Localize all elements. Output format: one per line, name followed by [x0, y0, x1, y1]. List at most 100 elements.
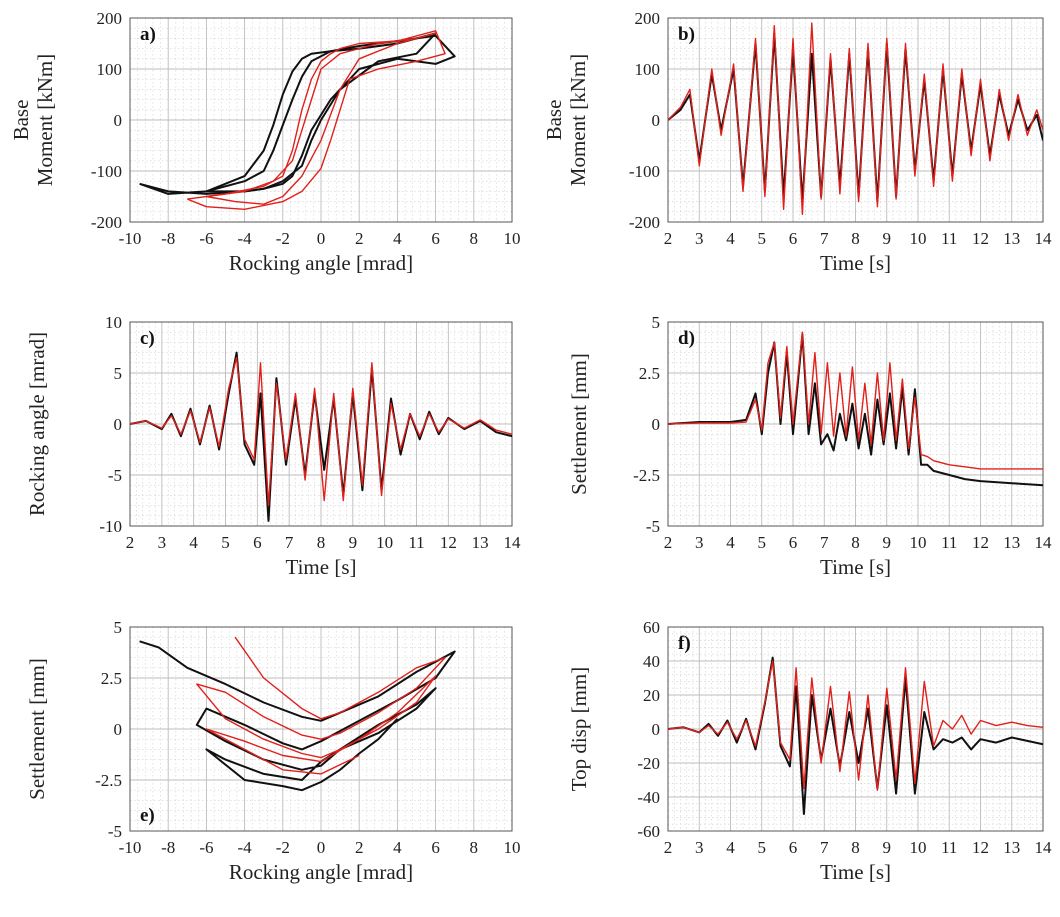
y-tick-label: 20	[643, 686, 660, 705]
x-tick-label: 8	[317, 533, 326, 552]
panel-c: 2 3 4 5 6 7 8 9 10 11 12 13 14 -10 -5 0 5 10 Time [s] Rocki…	[25, 313, 521, 579]
y-tick-label: -100	[91, 162, 122, 181]
x-tick-label: 12	[972, 838, 989, 857]
panel-e: -10 -8 -6 -4 -2 0 2 4 6 8 10 -5 -2.5 0 2.5 5 Rocking ang…	[25, 618, 521, 884]
panel-label: a)	[140, 24, 156, 45]
y-tick-label: 2.5	[101, 669, 122, 688]
grid	[129, 321, 513, 527]
x-tick-label: 14	[1035, 229, 1053, 248]
series-line-simulated	[187, 30, 446, 210]
x-tick-label: 4	[726, 229, 735, 248]
x-tick-label: 10	[910, 838, 927, 857]
y-tick-label: 0	[114, 111, 123, 130]
y-tick-label: 100	[635, 60, 661, 79]
x-tick-label: 8	[851, 533, 860, 552]
grid	[129, 626, 513, 832]
x-tick-label: 10	[376, 533, 393, 552]
x-tick-label: 14	[504, 533, 522, 552]
x-tick-label: 11	[941, 838, 957, 857]
y-tick-label: 200	[635, 9, 661, 28]
x-tick-label: 11	[408, 533, 424, 552]
y-tick-label: -2.5	[95, 771, 122, 790]
x-tick-label: 5	[758, 838, 767, 857]
x-tick-label: 3	[695, 533, 704, 552]
x-tick-label: 6	[789, 229, 798, 248]
x-tick-label: 2	[355, 838, 364, 857]
x-tick-label: 2	[664, 533, 673, 552]
x-tick-label: 3	[695, 838, 704, 857]
panel-d: 2 3 4 5 6 7 8 9 10 11 12 13 14 -5 -2.5 0 2.5 5 Time [s] Set…	[567, 313, 1052, 579]
x-axis-label: Time [s]	[820, 251, 891, 275]
x-tick-label: 10	[910, 229, 927, 248]
y-axis-label: Settlement [mm]	[567, 353, 591, 495]
y-axis-label: Rocking angle [mrad]	[25, 332, 49, 516]
x-tick-label: 12	[972, 229, 989, 248]
y-tick-label: 10	[105, 313, 122, 332]
x-tick-label: 6	[789, 533, 798, 552]
x-tick-label: 5	[758, 533, 767, 552]
x-tick-label: 2	[355, 229, 364, 248]
x-tick-label: -8	[161, 229, 175, 248]
x-tick-label: 6	[431, 229, 440, 248]
x-tick-label: 7	[820, 229, 829, 248]
x-tick-label: -10	[119, 229, 142, 248]
x-tick-label: 12	[440, 533, 457, 552]
x-tick-label: 10	[504, 229, 521, 248]
plot-frame	[129, 17, 513, 223]
y-tick-label: -10	[99, 517, 122, 536]
series-line-simulated	[668, 660, 1043, 791]
x-tick-label: 11	[941, 533, 957, 552]
series-line-simulated	[668, 331, 1043, 470]
plot-frame	[129, 626, 513, 832]
x-tick-label: 4	[189, 533, 198, 552]
x-tick-label: 7	[820, 533, 829, 552]
x-tick-label: 6	[431, 838, 440, 857]
x-tick-label: 8	[470, 838, 479, 857]
y-axis-label: Settlement [mm]	[25, 658, 49, 800]
y-tick-label: 0	[652, 111, 661, 130]
x-tick-label: 14	[1035, 838, 1053, 857]
x-tick-label: 9	[883, 838, 892, 857]
y-tick-label: -200	[91, 213, 122, 232]
panel-b: 2 3 4 5 6 7 8 9 10 11 12 13 14 -200 -100 0 100 200 Time [s…	[542, 9, 1052, 275]
y-axis-label: Base	[542, 100, 566, 141]
y-axis-label: Moment [kNm]	[566, 54, 590, 186]
x-tick-label: 2	[664, 229, 673, 248]
x-axis-label: Rocking angle [mrad]	[229, 251, 413, 275]
panel-label: e)	[140, 805, 155, 826]
y-tick-label: 5	[652, 313, 661, 332]
x-tick-label: 4	[393, 229, 402, 248]
x-tick-label: 6	[253, 533, 262, 552]
y-tick-label: 0	[652, 720, 661, 739]
y-tick-label: 5	[114, 618, 123, 637]
series-line-measured	[668, 333, 1043, 487]
y-tick-label: 100	[97, 60, 123, 79]
x-tick-label: 5	[221, 533, 230, 552]
x-tick-label: 2	[664, 838, 673, 857]
y-tick-label: 60	[643, 618, 660, 637]
grid	[667, 626, 1044, 832]
y-axis-label: Top disp [mm]	[567, 667, 591, 792]
x-tick-label: -2	[276, 838, 290, 857]
y-tick-label: -60	[637, 822, 660, 841]
y-tick-label: -2.5	[633, 466, 660, 485]
x-tick-label: 4	[726, 533, 735, 552]
x-tick-label: 5	[758, 229, 767, 248]
x-tick-label: 13	[472, 533, 489, 552]
x-tick-label: 11	[941, 229, 957, 248]
x-tick-label: -4	[238, 229, 253, 248]
x-tick-label: 13	[1003, 533, 1020, 552]
x-tick-label: -4	[238, 838, 253, 857]
y-tick-label: 0	[652, 415, 661, 434]
panel-f: 2 3 4 5 6 7 8 9 10 11 12 13 14 -60 -40 -20 0 20 40 60 Time […	[567, 618, 1052, 884]
x-axis-label: Time [s]	[820, 555, 891, 579]
x-tick-label: 6	[789, 838, 798, 857]
x-axis-label: Time [s]	[820, 860, 891, 884]
panel-label: d)	[678, 328, 695, 349]
series-line-measured	[668, 656, 1043, 815]
x-tick-label: 3	[695, 229, 704, 248]
x-tick-label: 9	[349, 533, 358, 552]
x-tick-label: -2	[276, 229, 290, 248]
y-tick-label: -5	[108, 466, 122, 485]
